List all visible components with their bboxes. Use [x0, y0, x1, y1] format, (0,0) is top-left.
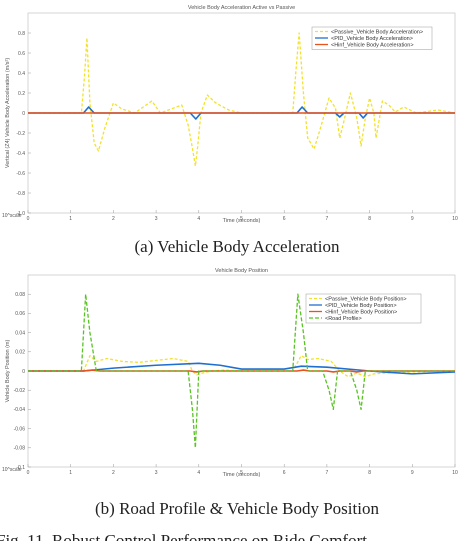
- chart2-xtick-label: 6: [283, 470, 286, 476]
- chart1-ytick-label: 0.2: [18, 91, 25, 97]
- chart1-xtick-label: 4: [197, 216, 200, 222]
- chart1-ytick-label: -0.4: [16, 151, 25, 157]
- chart1-xtick-label: 0: [27, 216, 30, 222]
- chart2-ytick-label: -0.04: [14, 407, 26, 413]
- chart2-ytick-label: -0.1: [16, 465, 25, 471]
- chart1-xtick-label: 1: [69, 216, 72, 222]
- chart1-ytick-label: -0.6: [16, 171, 25, 177]
- chart1-xtick-label: 2: [112, 216, 115, 222]
- chart2-xtick-label: 9: [411, 470, 414, 476]
- chart1-xtick-label: 8: [368, 216, 371, 222]
- chart1-caption: (a) Vehicle Body Acceleration: [134, 237, 340, 256]
- chart2-caption: (b) Road Profile & Vehicle Body Position: [95, 499, 379, 518]
- chart1-legend-box: [311, 26, 433, 50]
- chart1-ytick-label: 0.4: [18, 71, 25, 77]
- chart1-xtick-label: 6: [283, 216, 286, 222]
- chart2-legend-entry: <Road Profile>: [325, 316, 362, 322]
- chart1-ytick-label: 0.6: [18, 51, 25, 57]
- chart2-xtick-label: 3: [155, 470, 158, 476]
- chart2-xtick-label: 4: [197, 470, 200, 476]
- chart2-xtick-label: 8: [368, 470, 371, 476]
- chart2-xtick-label: 2: [112, 470, 115, 476]
- chart2-xtick-label: 0: [27, 470, 30, 476]
- chart2-legend-entry: <Hinf_Vehicle Body Position>: [325, 310, 397, 316]
- chart1-legend-entry: <Hinf_Vehicle Body Acceleration>: [331, 43, 414, 49]
- chart2-xtick-label: 5: [240, 470, 243, 476]
- chart2-ytick-label: -0.08: [14, 446, 26, 452]
- chart1-xtick-label: 10: [452, 216, 458, 222]
- chart1-ytick-label: -0.8: [16, 191, 25, 197]
- chart2-ytick-label: 0.04: [15, 330, 25, 336]
- chart2-xtick-label: 1: [69, 470, 72, 476]
- chart2-ytick-label: -0.06: [14, 426, 26, 432]
- chart1-corner-label: 10^scale: [2, 213, 22, 219]
- chart1-ytick-label: 0: [22, 111, 25, 117]
- chart1-ytick-label: -0.2: [16, 131, 25, 137]
- chart2-series-line-4: [28, 293, 455, 449]
- chart2-ytick-label: 0.02: [15, 350, 25, 356]
- chart2-title: Vehicle Body Position: [215, 268, 268, 274]
- chart2-ytick-label: 0: [22, 369, 25, 375]
- chart2-xlabel: Time (seconds): [223, 472, 261, 478]
- chart2-legend-entry: <PID_Vehicle Body Position>: [325, 303, 397, 309]
- chart2-legend-box: [305, 293, 422, 324]
- chart2-ylabel: Vehicle Body Position (m): [5, 340, 11, 403]
- chart1-xtick-label: 5: [240, 216, 243, 222]
- chart2-series-line-1: [28, 354, 456, 378]
- chart1-title: Vehicle Body Acceleration Active vs Pass…: [188, 5, 295, 11]
- chart2-ytick-label: 0.08: [15, 292, 25, 298]
- chart2-series-line-3: [28, 369, 455, 373]
- chart1-series-line-1: [28, 32, 456, 167]
- chart1-xtick-label: 3: [155, 216, 158, 222]
- chart1-ytick-label: -1.0: [16, 211, 25, 217]
- chart1-ytick-label: 0.8: [18, 31, 25, 37]
- chart1-xtick-label: 9: [411, 216, 414, 222]
- chart2-ytick-label: -0.02: [14, 388, 26, 394]
- chart2-xtick-label: 7: [326, 470, 329, 476]
- chart2-xtick-label: 10: [452, 470, 458, 476]
- chart2-corner-label: 10^scale: [2, 467, 22, 473]
- chart1-legend-entry: <PID_Vehicle Body Acceleration>: [331, 36, 413, 42]
- chart1-xtick-label: 7: [326, 216, 329, 222]
- chart1-legend-entry: <Passive_Vehicle Body Acceleration>: [331, 30, 423, 36]
- chart1-ylabel: Vertical (Z4) Vehicle Body Acceleration …: [5, 58, 11, 169]
- chart1-xlabel: Time (seconds): [223, 218, 261, 224]
- chart2-legend-entry: <Passive_Vehicle Body Position>: [325, 297, 407, 303]
- figure-caption-fragment: Fig. 11. Robust Control Performance on R…: [0, 531, 367, 541]
- chart1-series-line-2: [28, 106, 455, 120]
- chart2-ytick-label: 0.06: [15, 311, 25, 317]
